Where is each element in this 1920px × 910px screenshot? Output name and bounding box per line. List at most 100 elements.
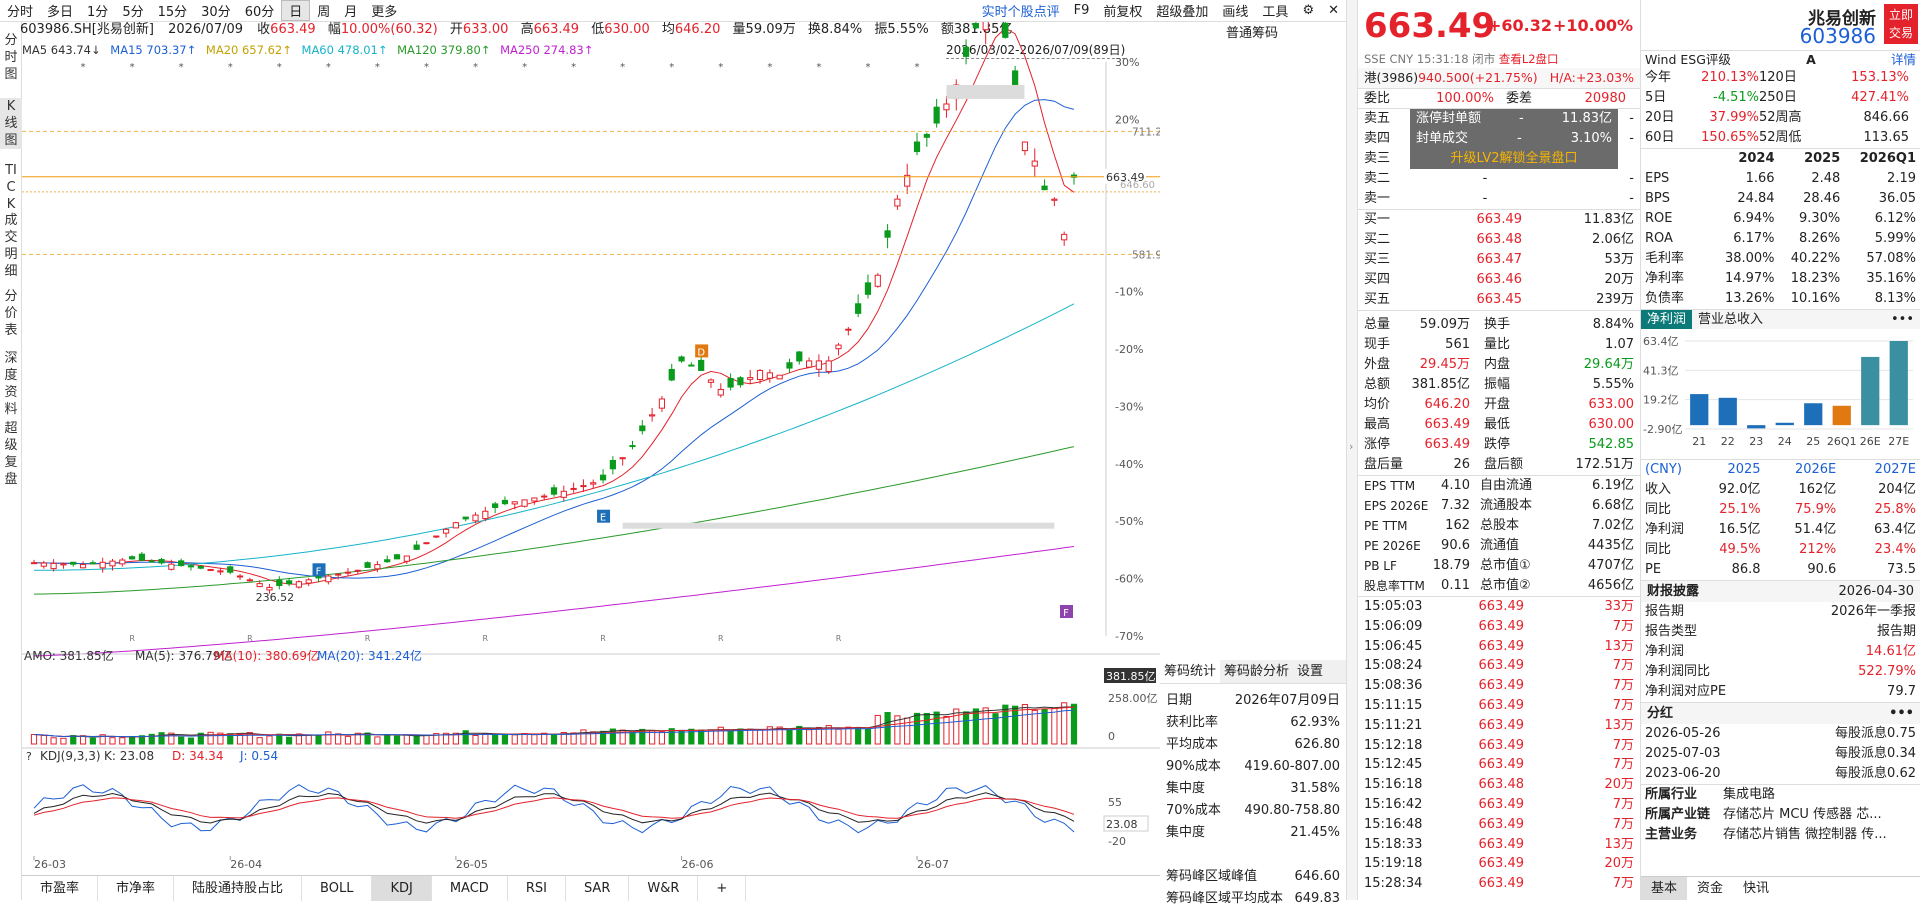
indicator-tab-5[interactable]: MACD <box>432 875 508 901</box>
kdj-d: D: 34.34 <box>172 749 223 763</box>
chip-tab-2[interactable]: 设置 <box>1297 664 1324 679</box>
chip-tab-1[interactable]: 筹码龄分析 <box>1224 664 1290 679</box>
volume-bar <box>668 728 675 745</box>
tick-vol: 7万 <box>1612 796 1634 812</box>
toolbar-tool-3[interactable]: 超级叠加 <box>1156 5 1209 20</box>
esg-label: Wind ESG评级 <box>1645 52 1731 67</box>
indicator-tab-4[interactable]: KDJ <box>372 875 432 901</box>
period-tab-7[interactable]: 日 <box>281 0 311 21</box>
gear-icon[interactable]: ⚙ <box>1302 3 1315 18</box>
trade-button[interactable]: 立即交易 <box>1884 4 1918 44</box>
left-nav-item-4[interactable]: 分价表 <box>4 289 18 338</box>
candle-body <box>266 586 273 591</box>
volume-bar <box>511 734 518 745</box>
ask-vol: - <box>1629 111 1634 126</box>
period-tab-0[interactable]: 分时 <box>7 5 34 20</box>
pct-axis-label: -40% <box>1115 458 1143 471</box>
left-nav-item-2[interactable]: TICK <box>5 163 17 212</box>
toolbar-tool-1[interactable]: F9 <box>1073 3 1090 18</box>
indicator-tab-8[interactable]: W&R <box>629 875 699 901</box>
event-star: * <box>81 62 86 73</box>
stat-label: 最高 <box>1364 417 1391 432</box>
fin-row: EPS 1.66 2.48 2.19 <box>1641 169 1920 189</box>
period-tab-8[interactable]: 周 <box>317 5 331 20</box>
l2-link[interactable]: 查看L2盘口 <box>1498 52 1559 66</box>
stat-value: 646.20 <box>1424 397 1471 412</box>
left-nav-item-1[interactable]: K线图 <box>0 98 22 149</box>
fc-row-cell: 75.9% <box>1794 502 1837 517</box>
chip-tab-0[interactable]: 筹码统计 <box>1160 660 1221 683</box>
indicator-tab-1[interactable]: 市净率 <box>98 875 175 901</box>
perf-row-cell: -4.51% <box>1713 90 1759 105</box>
industry-value[interactable]: 存储芯片销售 微控制器 传... <box>1723 827 1887 842</box>
marker-f-blue[interactable] <box>312 563 326 577</box>
left-nav-item-5[interactable]: 深度资料 <box>4 351 18 417</box>
industry-value[interactable]: 存储芯片 MCU 传感器 芯... <box>1723 807 1882 822</box>
candle-body <box>698 359 705 371</box>
period-tab-2[interactable]: 1分 <box>87 5 109 20</box>
fin-row-cell: 8.26% <box>1798 231 1841 246</box>
fund-value: 4.10 <box>1441 478 1470 493</box>
kline-chart[interactable]: 30%20%10%-10%-20%-30%-40%-50%-60%-70%846… <box>22 22 1160 872</box>
marker-f-text: F <box>1063 608 1069 619</box>
indicator-tab-7[interactable]: SAR <box>566 875 630 901</box>
amp-label: 振 <box>874 22 888 37</box>
toolbar-tool-0[interactable]: 实时个股点评 <box>981 5 1060 20</box>
perf-row-cell: 150.65% <box>1701 130 1759 145</box>
high-value: 663.49 <box>533 22 580 37</box>
period-tab-10[interactable]: 更多 <box>371 5 398 20</box>
fund-row: PB LF 18.79 总市值① 4707亿 <box>1358 556 1640 576</box>
left-nav-item-0[interactable]: 分时图 <box>4 33 18 82</box>
indicator-tab-2[interactable]: 陆股通持股占比 <box>174 875 303 901</box>
indicator-tab-6[interactable]: RSI <box>508 875 566 901</box>
info-tab-2[interactable]: 快讯 <box>1743 881 1770 896</box>
volume-bar <box>344 735 352 745</box>
upgrade-l2-link[interactable]: 升级LV2解锁全景盘口 <box>1450 151 1578 166</box>
bar-date: 2026/07/09 <box>168 22 244 37</box>
candle-body <box>236 575 244 578</box>
period-tab-9[interactable]: 月 <box>344 5 358 20</box>
ask-overlay[interactable]: 升级LV2解锁全景盘口 <box>1410 149 1618 169</box>
indicator-tab-0[interactable]: 市盈率 <box>22 875 99 901</box>
profit-tab-0[interactable]: 净利润 <box>1641 310 1693 329</box>
indicator-tab-9[interactable]: + <box>698 875 747 901</box>
left-nav-item-3[interactable]: 成交明细 <box>4 213 18 279</box>
event-star: * <box>767 62 772 73</box>
info-tab-0[interactable]: 基本 <box>1641 877 1688 900</box>
close-icon[interactable]: ✕ <box>1328 3 1339 18</box>
kdj-axis-tag <box>1103 815 1149 832</box>
marker-e[interactable] <box>597 509 611 523</box>
tick-price: 663.48 <box>1478 777 1525 793</box>
collapse-arrow-icon[interactable]: › <box>1349 440 1354 453</box>
perf-row: 20日 37.99% 52周高 846.66 <box>1641 108 1920 128</box>
volume-bar <box>148 733 155 745</box>
esg-detail-link[interactable]: 详情 <box>1890 52 1916 67</box>
period-tab-4[interactable]: 15分 <box>157 5 188 20</box>
more-icon[interactable]: ••• <box>1890 312 1914 327</box>
volume-bar <box>747 728 754 745</box>
toolbar-tool-2[interactable]: 前复权 <box>1103 5 1143 20</box>
period-tab-6[interactable]: 60分 <box>244 5 275 20</box>
volume-bar <box>992 713 999 745</box>
candle-body <box>168 563 175 570</box>
toolbar-tool-4[interactable]: 画线 <box>1222 5 1249 20</box>
quote-time: 15:31:18 <box>1416 52 1469 66</box>
profit-tab-1[interactable]: 营业总收入 <box>1698 312 1764 327</box>
industry-value[interactable]: 集成电路 <box>1723 787 1776 802</box>
info-tab-1[interactable]: 资金 <box>1697 881 1724 896</box>
marker-d[interactable] <box>695 344 709 358</box>
indicator-tab-3[interactable]: BOLL <box>302 875 373 901</box>
period-tab-1[interactable]: 多日 <box>47 5 74 20</box>
left-nav-item-6[interactable]: 超级复盘 <box>4 421 18 487</box>
candle-body <box>766 372 773 379</box>
tick-price: 663.49 <box>1478 796 1525 812</box>
panel-collapse-bar[interactable]: › <box>1346 0 1358 900</box>
volume-bar <box>285 736 293 745</box>
more-icon[interactable]: ••• <box>1889 706 1914 721</box>
toolbar-tool-5[interactable]: 工具 <box>1262 5 1289 20</box>
bid-row: 买一 663.49 11.83亿 <box>1358 210 1640 230</box>
marker-f[interactable] <box>1060 605 1073 618</box>
period-tab-3[interactable]: 5分 <box>122 5 144 20</box>
period-tab-5[interactable]: 30分 <box>201 5 231 20</box>
perf-row-cell: 120日 <box>1759 70 1797 85</box>
